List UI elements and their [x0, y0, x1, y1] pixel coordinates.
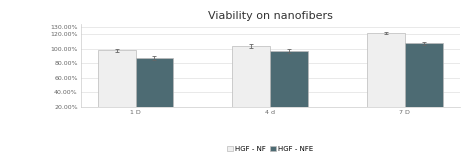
Bar	[405, 43, 443, 121]
Bar	[136, 58, 173, 121]
Bar	[270, 51, 308, 121]
Title: Viability on nanofibers: Viability on nanofibers	[208, 11, 333, 21]
Bar	[232, 46, 270, 121]
Bar	[367, 33, 405, 121]
Bar	[98, 50, 136, 121]
Legend: HGF - NF, HGF - NFE: HGF - NF, HGF - NFE	[224, 143, 317, 155]
